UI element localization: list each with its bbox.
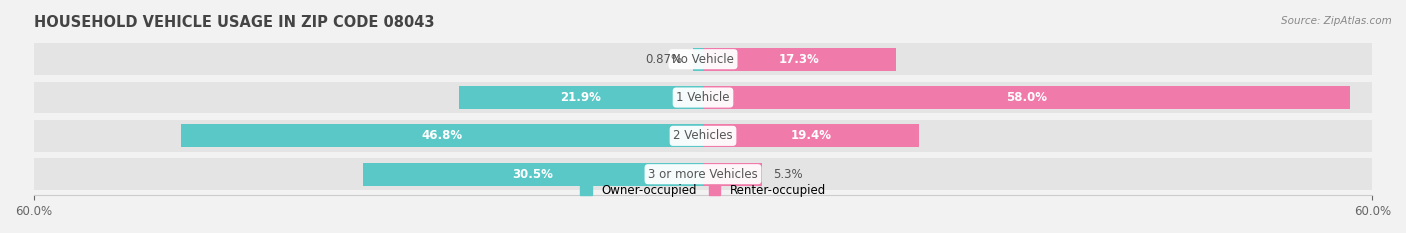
Text: 3 or more Vehicles: 3 or more Vehicles (648, 168, 758, 181)
Bar (181, 124, 703, 147)
Text: 58.0%: 58.0% (1007, 91, 1047, 104)
Text: 17.3%: 17.3% (779, 53, 820, 66)
Bar (34, 120, 1372, 152)
Text: Source: ZipAtlas.com: Source: ZipAtlas.com (1281, 16, 1392, 26)
Text: 21.9%: 21.9% (561, 91, 602, 104)
Bar (363, 163, 703, 186)
Text: 1 Vehicle: 1 Vehicle (676, 91, 730, 104)
Text: 5.3%: 5.3% (773, 168, 803, 181)
Text: 30.5%: 30.5% (512, 168, 554, 181)
Bar (703, 163, 762, 186)
Bar (703, 124, 920, 147)
Bar (458, 86, 703, 109)
Text: No Vehicle: No Vehicle (672, 53, 734, 66)
Bar (703, 48, 896, 71)
Bar (703, 86, 1350, 109)
Text: 2 Vehicles: 2 Vehicles (673, 129, 733, 142)
Bar (34, 158, 1372, 190)
Bar (693, 48, 703, 71)
Legend: Owner-occupied, Renter-occupied: Owner-occupied, Renter-occupied (575, 179, 831, 202)
Bar (34, 82, 1372, 113)
Text: 46.8%: 46.8% (422, 129, 463, 142)
Text: HOUSEHOLD VEHICLE USAGE IN ZIP CODE 08043: HOUSEHOLD VEHICLE USAGE IN ZIP CODE 0804… (34, 15, 434, 30)
Bar (34, 44, 1372, 75)
Text: 0.87%: 0.87% (645, 53, 682, 66)
Text: 19.4%: 19.4% (790, 129, 832, 142)
